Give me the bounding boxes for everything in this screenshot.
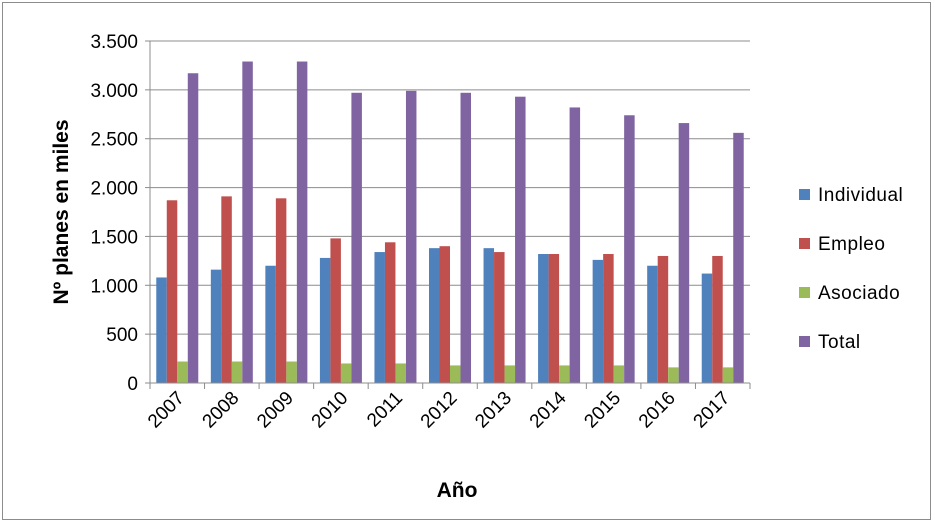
x-tick-labels: 2007 2008 2009 2010 2011 2012 2013 2014 2015 2016… bbox=[144, 387, 734, 432]
bar-total-2010 bbox=[351, 92, 362, 383]
x-tick-label: 2015 bbox=[580, 388, 625, 433]
bar-total-2007 bbox=[187, 73, 199, 383]
bar-asociado-2017 bbox=[722, 367, 734, 383]
bar-individual-2015 bbox=[592, 259, 604, 383]
bar-total-2015 bbox=[624, 115, 635, 384]
legend-label-individual: Individual bbox=[818, 185, 903, 206]
bar-total-2009 bbox=[296, 61, 308, 384]
bar-individual-2010 bbox=[319, 257, 331, 383]
bar-individual-2014 bbox=[538, 254, 549, 383]
bar-empleo-2017 bbox=[712, 255, 723, 383]
bar-empleo-2009 bbox=[275, 198, 287, 383]
y-tick-label: 2.000 bbox=[90, 179, 138, 200]
y-tick-label: 3.000 bbox=[90, 81, 138, 102]
y-tick-label: 0 bbox=[127, 374, 138, 395]
bar-empleo-2013 bbox=[494, 252, 505, 383]
legend-swatch-total bbox=[799, 336, 810, 347]
legend-swatch-asociado bbox=[799, 287, 810, 298]
legend-label-asociado: Asociado bbox=[818, 283, 900, 304]
y-tick-labels: 0 500 1.000 1.500 2.000 2.500 3.000 3.500 bbox=[90, 32, 138, 395]
y-tick-label: 2.500 bbox=[90, 130, 138, 151]
y-axis-title: Nº planes en miles bbox=[50, 119, 73, 304]
bars bbox=[156, 61, 744, 384]
x-tick-label: 2011 bbox=[363, 388, 407, 432]
bar-empleo-2015 bbox=[603, 254, 614, 383]
legend-label-empleo: Empleo bbox=[818, 234, 885, 255]
bar-total-2012 bbox=[460, 92, 471, 383]
bar-asociado-2013 bbox=[504, 365, 516, 383]
x-axis-title: Año bbox=[437, 479, 478, 502]
bar-individual-2009 bbox=[265, 265, 276, 383]
bar-asociado-2016 bbox=[668, 367, 679, 383]
x-tick-label: 2008 bbox=[199, 388, 244, 433]
x-tick-label: 2009 bbox=[253, 388, 298, 433]
bar-asociado-2010 bbox=[340, 363, 352, 383]
legend-swatch-empleo bbox=[799, 238, 810, 249]
bar-total-2008 bbox=[242, 61, 253, 384]
bar-asociado-2008 bbox=[231, 361, 243, 383]
bar-total-2011 bbox=[405, 90, 417, 383]
bar-empleo-2016 bbox=[657, 255, 669, 383]
bar-empleo-2007 bbox=[166, 200, 178, 383]
bar-individual-2008 bbox=[210, 269, 222, 383]
legend-swatch-individual bbox=[799, 189, 810, 200]
bar-asociado-2012 bbox=[450, 365, 461, 383]
bar-empleo-2008 bbox=[221, 196, 232, 383]
x-tick-label: 2013 bbox=[471, 388, 516, 433]
x-tick-label: 2007 bbox=[144, 388, 189, 433]
bar-empleo-2012 bbox=[439, 246, 450, 383]
bar-asociado-2014 bbox=[559, 365, 570, 383]
bar-total-2017 bbox=[733, 132, 744, 383]
bar-individual-2016 bbox=[647, 265, 658, 383]
axes bbox=[145, 40, 751, 389]
bar-asociado-2011 bbox=[395, 363, 406, 383]
x-tick-label: 2017 bbox=[690, 388, 735, 433]
bar-empleo-2010 bbox=[330, 238, 341, 383]
bar-total-2016 bbox=[678, 123, 690, 383]
bar-individual-2011 bbox=[374, 252, 385, 383]
bar-individual-2017 bbox=[701, 273, 713, 383]
bar-empleo-2014 bbox=[548, 254, 560, 383]
y-tick-label: 3.500 bbox=[90, 32, 138, 53]
y-tick-label: 1.500 bbox=[90, 227, 138, 248]
bar-total-2013 bbox=[515, 96, 526, 383]
y-tick-label: 1.000 bbox=[90, 276, 138, 297]
bar-total-2014 bbox=[569, 107, 581, 384]
legend: Individual Empleo Asociado Total bbox=[799, 185, 903, 353]
x-tick-label: 2014 bbox=[526, 387, 571, 432]
x-tick-label: 2016 bbox=[635, 388, 680, 433]
bar-individual-2012 bbox=[429, 248, 440, 383]
y-tick-label: 500 bbox=[106, 325, 138, 346]
x-tick-label: 2010 bbox=[308, 388, 353, 433]
legend-label-total: Total bbox=[818, 332, 861, 353]
x-tick-label: 2012 bbox=[417, 388, 462, 433]
bar-individual-2007 bbox=[156, 277, 167, 383]
bar-empleo-2011 bbox=[384, 242, 396, 383]
bar-individual-2013 bbox=[483, 248, 495, 383]
bar-asociado-2009 bbox=[286, 361, 297, 383]
bar-asociado-2007 bbox=[177, 361, 188, 383]
bar-asociado-2015 bbox=[613, 365, 625, 383]
